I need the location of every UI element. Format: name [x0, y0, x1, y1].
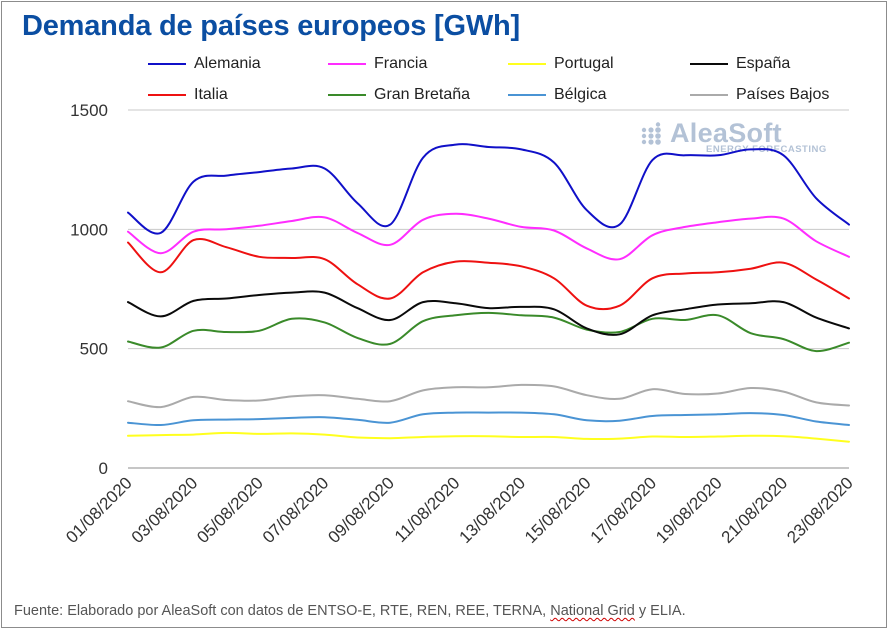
legend-label: Gran Bretaña — [374, 86, 471, 103]
series-line-francia — [127, 212, 850, 261]
x-tick-label: 17/08/2020 — [587, 473, 661, 547]
logo-dots-icon — [641, 122, 661, 145]
x-tick-label: 19/08/2020 — [652, 473, 726, 547]
legend-label: Países Bajos — [736, 86, 830, 103]
legend-item-gran-bretana: Gran Bretaña — [328, 85, 470, 105]
series-line-belgica — [127, 411, 850, 427]
legend-swatch — [328, 63, 366, 65]
legend-label: Alemania — [194, 55, 261, 72]
y-tick-label: 0 — [99, 459, 108, 478]
legend-label: Italia — [194, 86, 228, 103]
legend-swatch — [148, 63, 186, 65]
x-tick-label: 09/08/2020 — [324, 473, 398, 547]
legend-item-italia: Italia — [148, 85, 228, 105]
legend-label: Portugal — [554, 55, 614, 72]
legend-item-espana: España — [690, 54, 790, 74]
brand-name: AleaSoft — [670, 118, 782, 148]
series-line-paises-bajos — [127, 383, 850, 409]
series-line-espana — [127, 290, 850, 336]
legend-item-paises-bajos: Países Bajos — [690, 85, 829, 105]
y-tick-label: 500 — [80, 340, 108, 359]
x-tick-label: 07/08/2020 — [259, 473, 333, 547]
legend-item-alemania: Alemania — [148, 54, 261, 74]
legend-swatch — [690, 94, 728, 96]
x-tick-label: 21/08/2020 — [718, 473, 792, 547]
legend-label: Bélgica — [554, 86, 607, 103]
legend-swatch — [508, 94, 546, 96]
legend-swatch — [508, 63, 546, 65]
source-suffix: y ELIA. — [634, 603, 686, 619]
legend-swatch — [148, 94, 186, 96]
series-line-portugal — [127, 431, 850, 443]
x-tick-label: 11/08/2020 — [391, 473, 464, 546]
series-line-alemania — [127, 143, 850, 235]
legend-label: Francia — [374, 55, 428, 72]
series-line-gran-bretana — [127, 311, 850, 353]
source-highlighted: National Grid — [550, 603, 635, 619]
legend-item-belgica: Bélgica — [508, 85, 606, 105]
source-note: Fuente: Elaborado por AleaSoft con datos… — [14, 603, 686, 619]
x-tick-label: 23/08/2020 — [783, 473, 857, 547]
legend-swatch — [690, 63, 728, 65]
x-tick-label: 01/08/2020 — [62, 473, 136, 547]
source-prefix: Fuente: Elaborado por AleaSoft con datos… — [14, 603, 551, 619]
y-tick-label: 1000 — [70, 220, 108, 239]
chart-title: Demanda de países europeos [GWh] — [22, 10, 520, 42]
legend-item-portugal: Portugal — [508, 54, 614, 74]
x-tick-label: 13/08/2020 — [455, 473, 529, 547]
legend-swatch — [328, 94, 366, 96]
x-tick-label: 15/08/2020 — [521, 473, 595, 547]
x-tick-label: 05/08/2020 — [193, 473, 267, 547]
legend-item-francia: Francia — [328, 54, 427, 74]
legend-label: España — [736, 55, 791, 72]
y-tick-label: 1500 — [70, 101, 108, 120]
series-line-italia — [127, 238, 850, 311]
x-tick-label: 03/08/2020 — [128, 473, 202, 547]
